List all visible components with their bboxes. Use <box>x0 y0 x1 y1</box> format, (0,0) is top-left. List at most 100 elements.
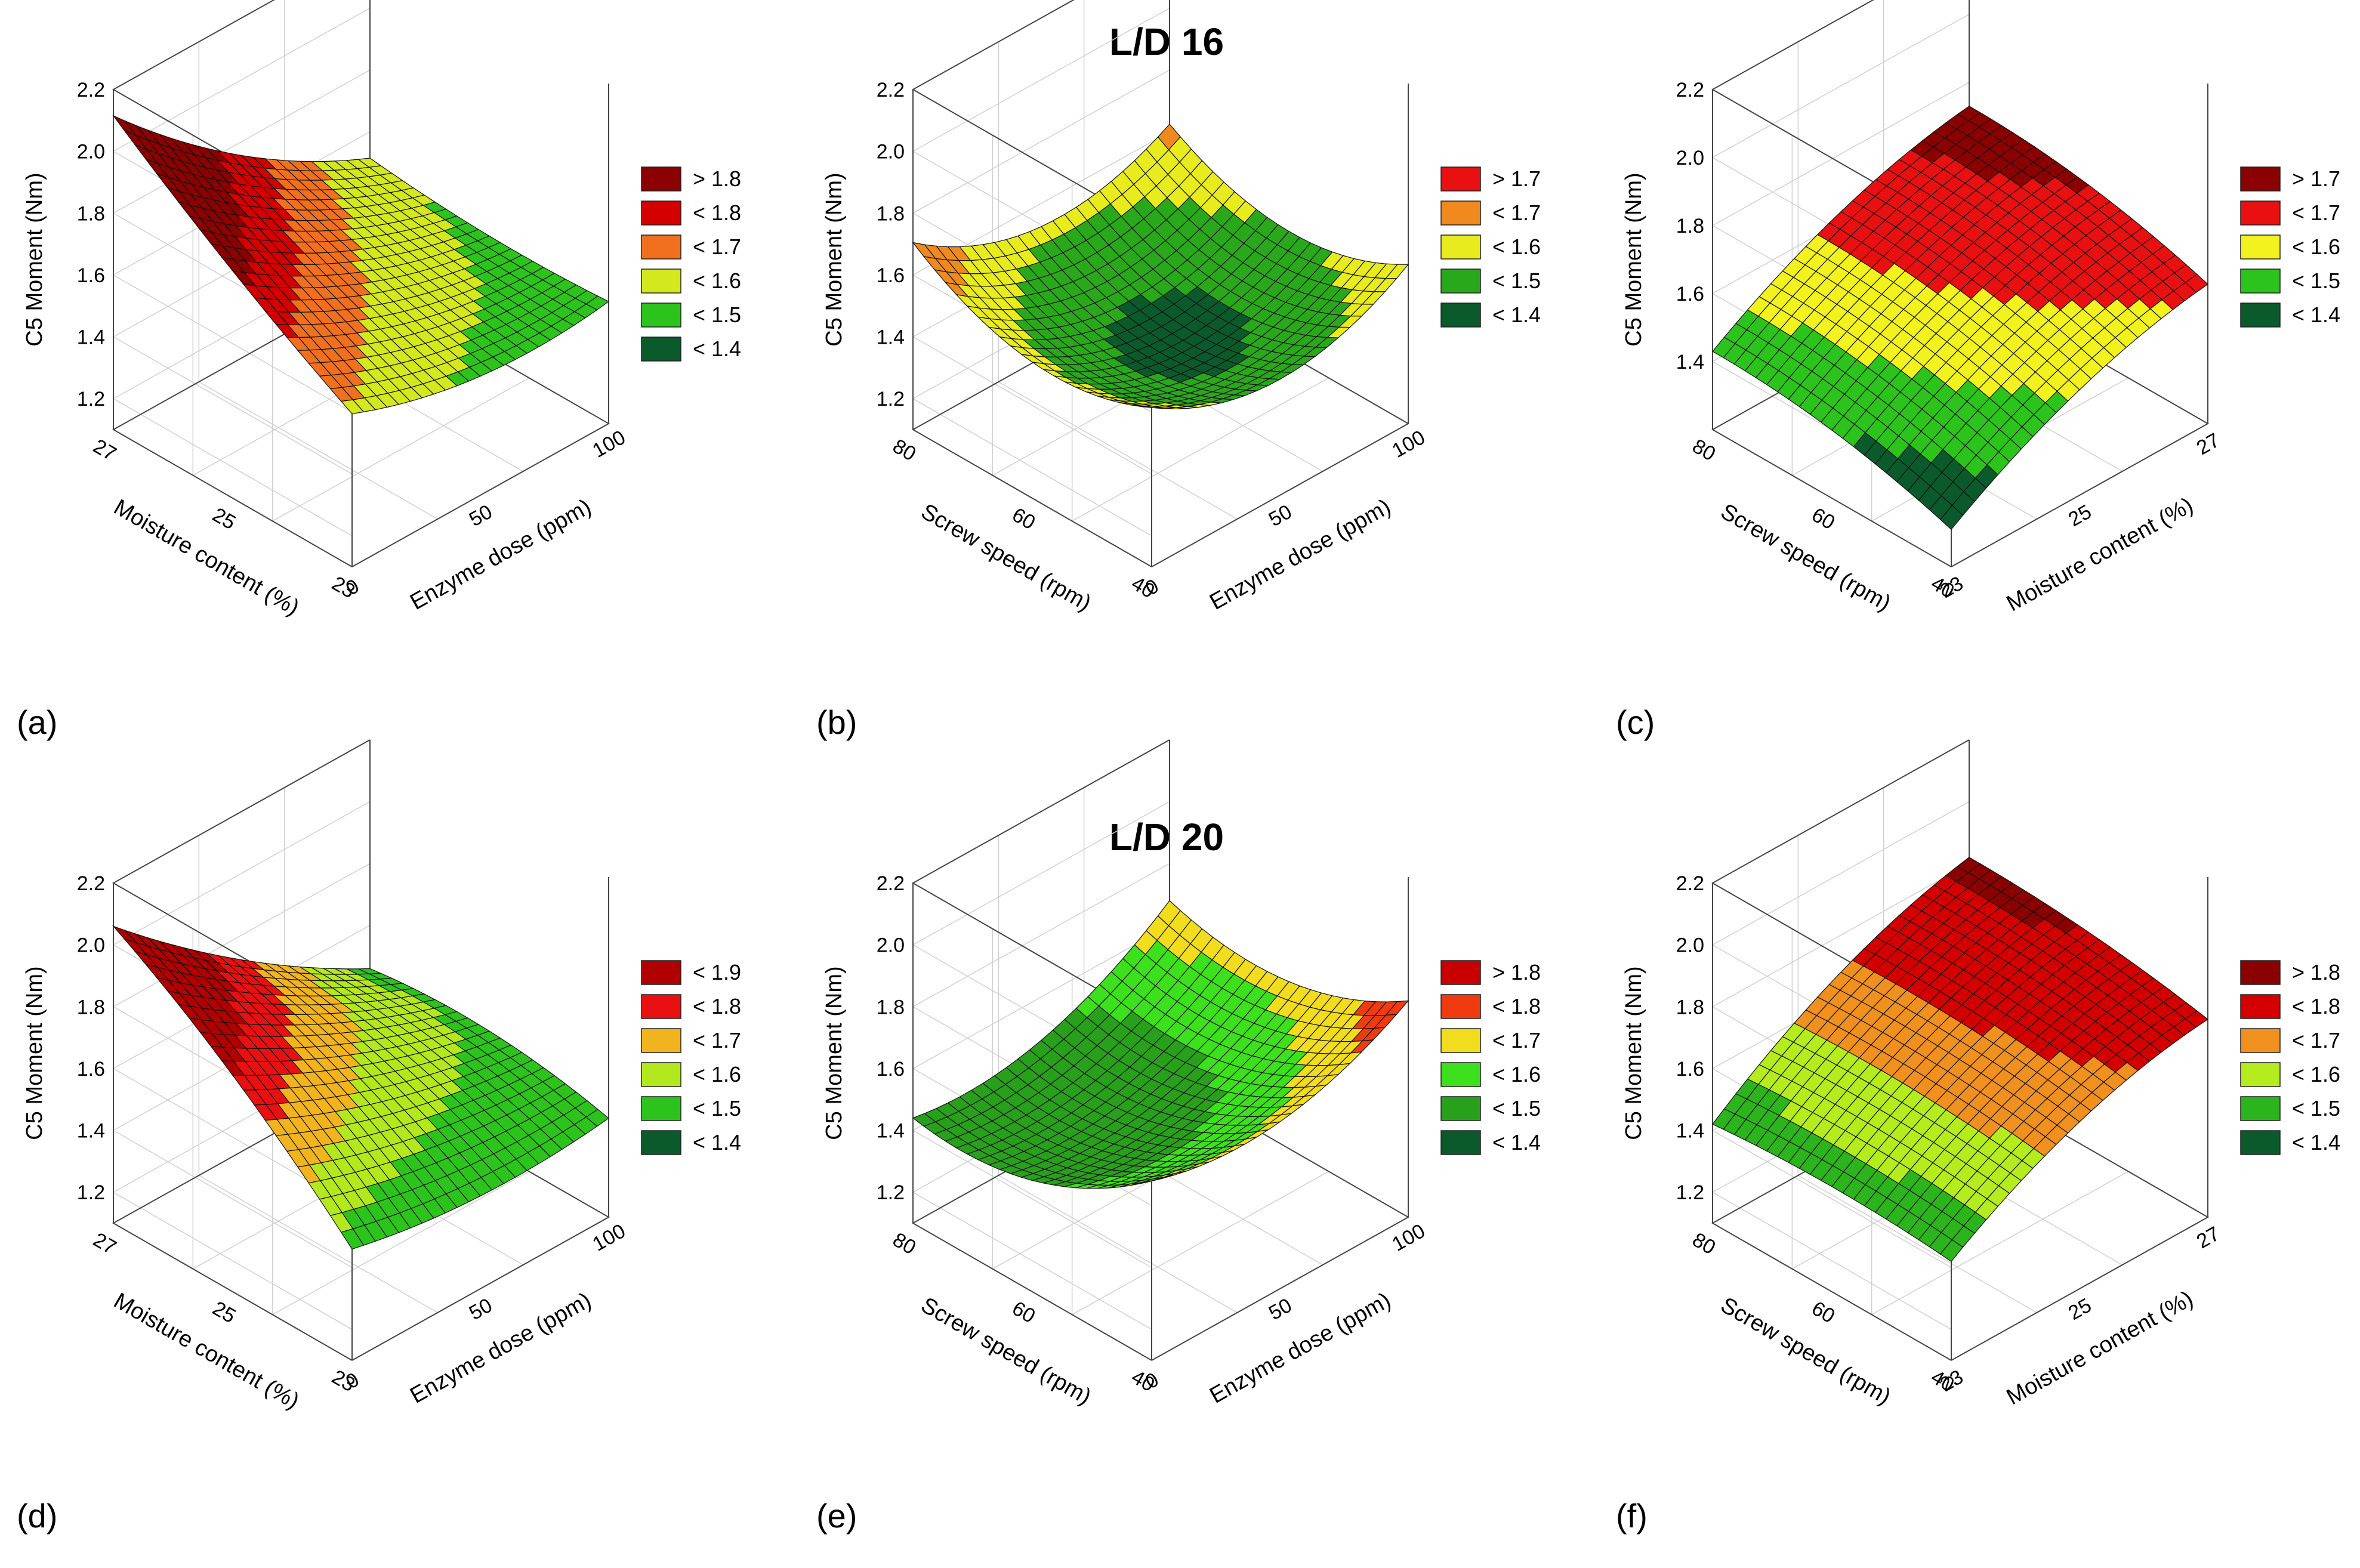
z-tick-label: 1.2 <box>877 388 905 410</box>
legend-entry: < 1.5 <box>1492 1096 1541 1121</box>
floor-grid-line <box>1072 1171 1329 1315</box>
surface-mesh <box>1712 106 2208 530</box>
x-tick-label: 50 <box>1265 501 1296 532</box>
legend-entry: < 1.6 <box>2292 234 2340 259</box>
legend-swatch <box>2240 234 2281 260</box>
legend-entry: < 1.5 <box>2292 1096 2340 1121</box>
legend: > 1.7 < 1.7 < 1.6 < 1.5 < 1.4 <box>1440 166 1541 328</box>
surface-cell <box>340 1228 365 1250</box>
x-tick-label: 25 <box>2065 501 2096 532</box>
legend-entry: < 1.6 <box>1492 1062 1541 1087</box>
z-tick-label: 1.2 <box>77 388 105 410</box>
legend-entry: < 1.6 <box>1492 234 1541 259</box>
box-top-edge <box>911 0 1152 227</box>
legend-swatch <box>1440 268 1481 294</box>
y-tick-label: 60 <box>1808 504 1839 535</box>
legend-swatch <box>2240 303 2281 328</box>
legend-swatch <box>2240 1062 2281 1087</box>
legend-swatch <box>1440 166 1481 192</box>
chart-panel-1: 1.21.41.61.82.02.2C5 Moment (Nm)050100En… <box>17 0 741 741</box>
legend-entry: < 1.4 <box>693 1130 741 1155</box>
y-axis-label: Screw speed (rpm) <box>1716 1292 1895 1409</box>
legend-swatch <box>1440 1028 1481 1053</box>
legend-swatch <box>1440 303 1481 328</box>
y-tick-label: 60 <box>1808 1297 1839 1328</box>
y-tick-label: 25 <box>209 1297 240 1328</box>
legend: > 1.8 < 1.8 < 1.7 < 1.6 < 1.5 < 1.4 <box>2240 960 2340 1155</box>
legend-swatch <box>641 303 681 328</box>
legend-swatch <box>641 1130 681 1155</box>
z-axis-label: C5 Moment (Nm) <box>1621 966 1646 1140</box>
z-tick-label: 2.0 <box>877 141 905 163</box>
legend-entry: < 1.8 <box>2292 994 2340 1018</box>
surface-cell <box>1939 505 1964 530</box>
z-tick-label: 1.2 <box>877 1181 905 1204</box>
z-tick-label: 2.0 <box>877 934 905 957</box>
legend-swatch <box>641 1096 681 1121</box>
legend-entry: < 1.8 <box>1492 994 1541 1018</box>
legend-entry: < 1.7 <box>1492 1028 1541 1052</box>
legend-swatch <box>1440 1130 1481 1155</box>
legend-entry: < 1.5 <box>693 1096 741 1121</box>
z-tick-label: 1.4 <box>877 326 905 349</box>
y-tick-label: 80 <box>889 435 920 466</box>
z-axis-label: C5 Moment (Nm) <box>22 172 47 346</box>
legend-swatch <box>2240 1028 2281 1053</box>
legend-entry: < 1.4 <box>2292 1130 2340 1155</box>
legend-swatch <box>641 200 681 226</box>
legend-entry: < 1.7 <box>693 1028 741 1052</box>
floor-grid-line <box>1871 1171 2129 1315</box>
legend-entry: > 1.8 <box>1492 960 1541 984</box>
floor-grid-line <box>998 381 1238 520</box>
z-axis-label: C5 Moment (Nm) <box>822 966 847 1140</box>
z-tick-label: 1.8 <box>877 202 905 225</box>
legend: > 1.8 < 1.8 < 1.7 < 1.6 < 1.5 < 1.4 <box>1440 960 1541 1155</box>
z-tick-label: 2.0 <box>1676 147 1704 169</box>
y-axis-label: Moisture content (%) <box>110 1288 304 1414</box>
legend-swatch <box>1440 200 1481 226</box>
legend-swatch <box>2240 200 2281 226</box>
legend-swatch <box>641 960 681 985</box>
y-axis-label: Screw speed (rpm) <box>917 499 1095 616</box>
z-tick-label: 2.2 <box>77 79 105 101</box>
z-tick-label: 1.6 <box>877 1058 905 1081</box>
x-axis-label: Enzyme dose (ppm) <box>406 1288 595 1408</box>
legend-entry: < 1.7 <box>2292 1028 2340 1052</box>
surface-cell <box>340 399 365 415</box>
legend-entry: < 1.4 <box>1492 1130 1541 1155</box>
x-tick-label: 27 <box>2193 1223 2224 1254</box>
section-title-ld20: L/D 20 <box>1109 816 1224 859</box>
z-tick-label: 1.6 <box>1676 1058 1704 1081</box>
legend-swatch <box>641 1062 681 1087</box>
legend-entry: < 1.4 <box>1492 303 1541 327</box>
legend-swatch <box>2240 1130 2281 1155</box>
panel-label: (c) <box>1616 703 1655 741</box>
chart-panel-3: 1.41.61.82.02.2C5 Moment (Nm)232527Moist… <box>1616 0 2340 741</box>
z-tick-label: 1.4 <box>1676 1120 1704 1143</box>
legend-swatch <box>2240 960 2281 985</box>
x-axis-label: Enzyme dose (ppm) <box>1205 1288 1395 1408</box>
z-tick-label: 2.2 <box>877 872 905 895</box>
legend-entry: < 1.6 <box>693 268 741 293</box>
floor-grid-line <box>1797 1175 2037 1313</box>
panel-label: (f) <box>1616 1497 1648 1535</box>
x-axis-label: Enzyme dose (ppm) <box>1205 494 1395 615</box>
legend-entry: < 1.5 <box>2292 268 2340 293</box>
y-axis-label: Screw speed (rpm) <box>917 1292 1095 1409</box>
legend-entry: > 1.7 <box>1492 166 1541 191</box>
legend-swatch <box>641 234 681 260</box>
panels: 1.21.41.61.82.02.2C5 Moment (Nm)050100En… <box>17 0 2340 1535</box>
z-tick-label: 2.2 <box>1676 79 1704 101</box>
x-tick-label: 50 <box>465 1294 496 1325</box>
legend-entry: < 1.4 <box>2292 303 2340 327</box>
z-tick-label: 1.2 <box>77 1181 105 1204</box>
z-tick-label: 1.8 <box>77 996 105 1018</box>
legend-entry: < 1.9 <box>693 960 741 984</box>
chart-panel-5: 1.21.41.61.82.02.2C5 Moment (Nm)050100En… <box>816 739 1541 1535</box>
floor-grid-line <box>198 381 438 520</box>
y-tick-label: 25 <box>209 504 240 535</box>
z-tick-label: 1.2 <box>1676 1181 1704 1204</box>
surface-mesh <box>112 925 609 1250</box>
x-tick-label: 50 <box>1265 1294 1296 1325</box>
legend-entry: < 1.7 <box>2292 200 2340 225</box>
